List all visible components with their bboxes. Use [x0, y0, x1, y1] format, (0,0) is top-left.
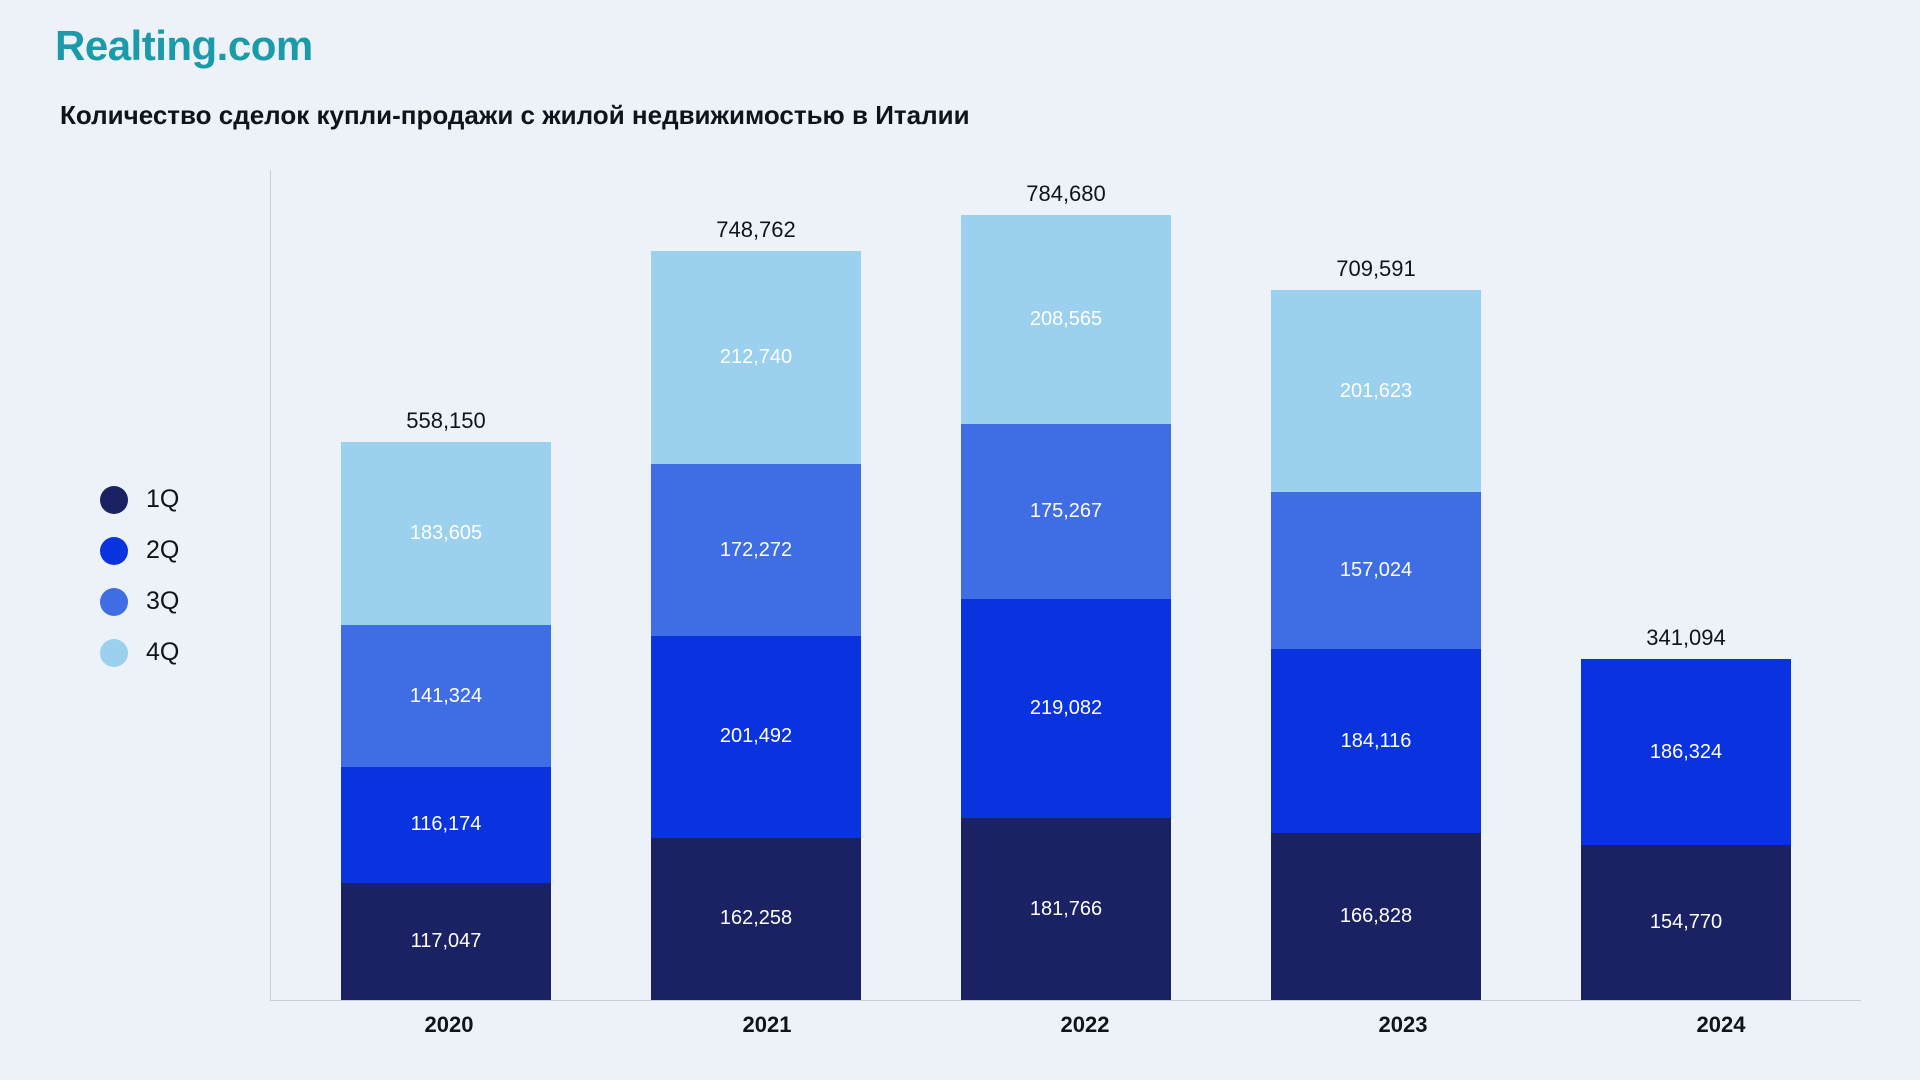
- bar-segment: 117,047: [341, 883, 551, 1000]
- bar-total-label: 341,094: [1581, 625, 1791, 651]
- bar-segment-label: 186,324: [1650, 741, 1722, 764]
- bar-segment: 184,116: [1271, 649, 1481, 833]
- bar-stack: 181,766 219,082 175,267 208,565: [961, 215, 1171, 1000]
- bar-segment-label: 212,740: [720, 346, 792, 369]
- x-axis-tick: 2021: [662, 1012, 872, 1038]
- bar-segment: 181,766: [961, 818, 1171, 1000]
- bar-segment: 186,324: [1581, 659, 1791, 845]
- legend-label: 2Q: [146, 536, 179, 565]
- chart-title: Количество сделок купли-продажи с жилой …: [60, 100, 970, 131]
- bar-segment-label: 208,565: [1030, 308, 1102, 331]
- x-axis-tick: 2022: [980, 1012, 1190, 1038]
- bar-segment-label: 183,605: [410, 522, 482, 545]
- bar-segment: 162,258: [651, 838, 861, 1000]
- bar-segment: 166,828: [1271, 833, 1481, 1000]
- x-axis-tick: 2020: [344, 1012, 554, 1038]
- bar-segment-label: 172,272: [720, 539, 792, 562]
- bar-segment-label: 141,324: [410, 685, 482, 708]
- legend-label: 4Q: [146, 638, 179, 667]
- chart-page: { "branding": { "logo_text": "Realting.c…: [0, 0, 1920, 1080]
- bar-segment-label: 162,258: [720, 907, 792, 930]
- x-axis-tick: 2023: [1298, 1012, 1508, 1038]
- legend-swatch: [100, 486, 128, 514]
- legend-swatch: [100, 639, 128, 667]
- legend: 1Q 2Q 3Q 4Q: [100, 485, 179, 667]
- bar-segment-label: 117,047: [411, 930, 482, 953]
- brand-logo: Realting.com: [55, 22, 313, 70]
- bar-stack: 162,258 201,492 172,272 212,740: [651, 251, 861, 1000]
- legend-item: 3Q: [100, 587, 179, 616]
- x-axis: 2020 2021 2022 2023 2024: [270, 1012, 1900, 1038]
- legend-item: 1Q: [100, 485, 179, 514]
- bar-stack: 117,047 116,174 141,324 183,605: [341, 442, 551, 1000]
- bars-container: 558,150 117,047 116,174 141,324 183,605 748,7…: [271, 170, 1861, 1000]
- legend-item: 4Q: [100, 638, 179, 667]
- bar-segment-label: 166,828: [1340, 905, 1412, 928]
- legend-swatch: [100, 588, 128, 616]
- bar-segment-label: 116,174: [411, 813, 482, 836]
- bar-segment-label: 175,267: [1030, 500, 1102, 523]
- chart-plot-area: 558,150 117,047 116,174 141,324 183,605 748,7…: [270, 170, 1861, 1001]
- bar-segment-label: 201,492: [720, 725, 792, 748]
- bar-segment: 172,272: [651, 464, 861, 636]
- bar-segment-label: 154,770: [1650, 911, 1722, 934]
- bar-stack: 154,770 186,324: [1581, 659, 1791, 1000]
- bar-segment: 116,174: [341, 767, 551, 883]
- bar-segment: 154,770: [1581, 845, 1791, 1000]
- bar-total-label: 558,150: [341, 408, 551, 434]
- bar-segment-label: 157,024: [1340, 559, 1412, 582]
- bar-total-label: 709,591: [1271, 256, 1481, 282]
- bar-segment: 157,024: [1271, 492, 1481, 649]
- bar-total-label: 748,762: [651, 217, 861, 243]
- bar-segment-label: 181,766: [1030, 898, 1102, 921]
- legend-label: 1Q: [146, 485, 179, 514]
- bar-column: 709,591166,828184,116157,024201,623: [1271, 290, 1481, 1000]
- legend-item: 2Q: [100, 536, 179, 565]
- bar-segment-label: 219,082: [1030, 697, 1102, 720]
- bar-segment: 219,082: [961, 599, 1171, 818]
- bar-segment: 212,740: [651, 251, 861, 464]
- bar-column: 341,094154,770186,324: [1581, 659, 1791, 1000]
- bar-segment: 201,492: [651, 636, 861, 837]
- legend-swatch: [100, 537, 128, 565]
- bar-segment-label: 184,116: [1341, 730, 1412, 753]
- bar-segment: 208,565: [961, 215, 1171, 424]
- bar-segment: 175,267: [961, 424, 1171, 599]
- bar-segment: 183,605: [341, 442, 551, 626]
- bar-column: 784,680181,766219,082175,267208,565: [961, 215, 1171, 1000]
- bar-total-label: 784,680: [961, 181, 1171, 207]
- bar-segment: 141,324: [341, 625, 551, 766]
- bar-segment: 201,623: [1271, 290, 1481, 492]
- bar-column: 558,150117,047116,174141,324183,605: [341, 442, 551, 1000]
- legend-label: 3Q: [146, 587, 179, 616]
- bar-column: 748,762162,258201,492172,272212,740: [651, 251, 861, 1000]
- bar-segment-label: 201,623: [1340, 380, 1412, 403]
- bar-stack: 166,828 184,116 157,024 201,623: [1271, 290, 1481, 1000]
- x-axis-tick: 2024: [1616, 1012, 1826, 1038]
